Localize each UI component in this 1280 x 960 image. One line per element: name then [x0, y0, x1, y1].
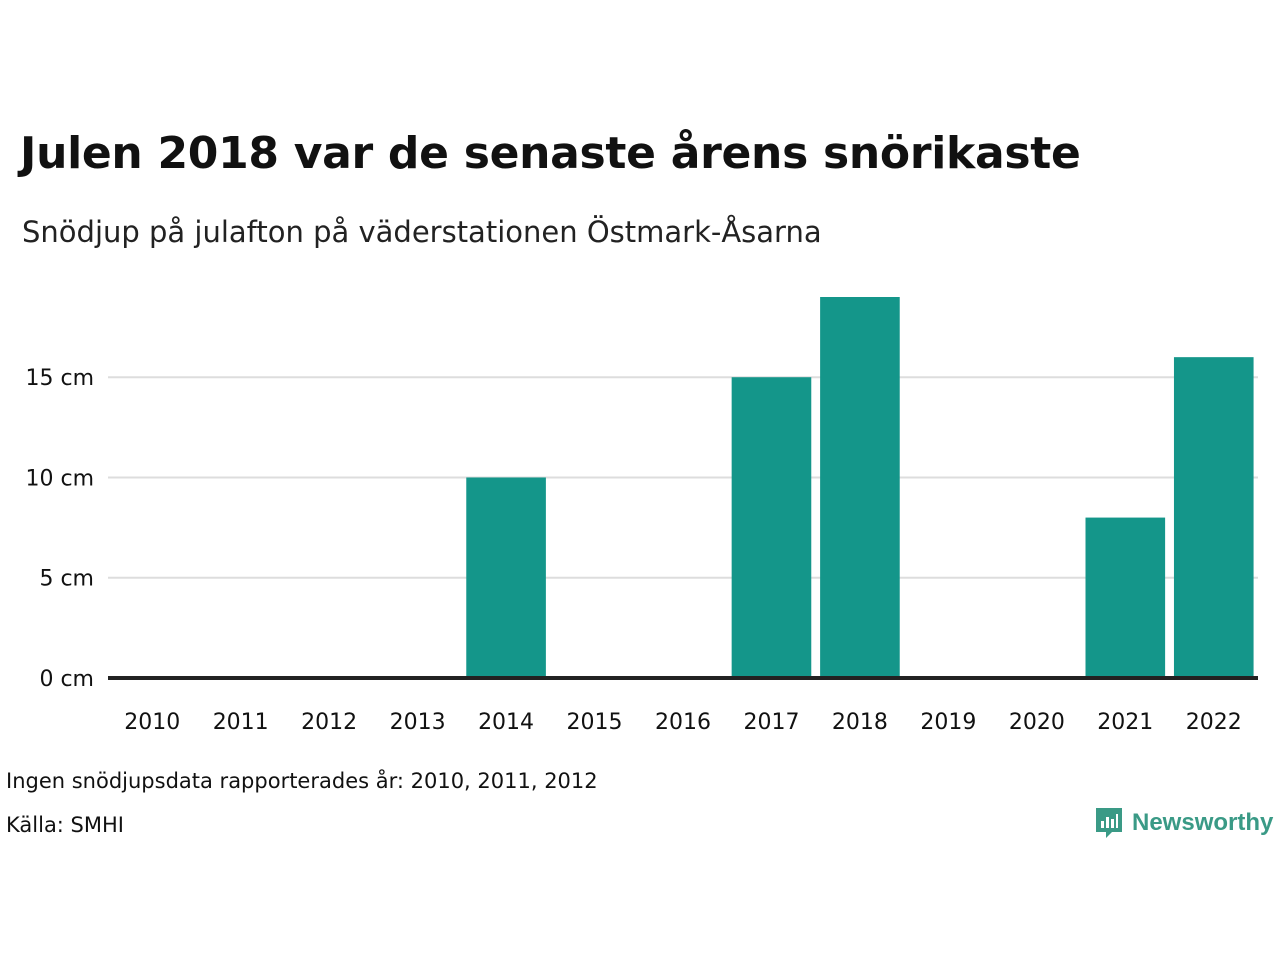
missing-data-note: Ingen snödjupsdata rapporterades år: 201…: [6, 769, 598, 793]
brand-logo[interactable]: Newsworthy: [1094, 806, 1273, 840]
chart-title: Julen 2018 var de senaste årens snörikas…: [20, 128, 1081, 179]
x-tick-label: 2020: [1009, 710, 1065, 735]
chart-subtitle: Snödjup på julafton på väderstationen Ös…: [22, 215, 822, 249]
y-tick-label: 15 cm: [25, 366, 94, 391]
x-tick-label: 2013: [390, 710, 446, 735]
bar: [820, 297, 900, 678]
x-tick-label: 2019: [920, 710, 976, 735]
brand-name: Newsworthy: [1132, 809, 1274, 836]
x-tick-label: 2012: [301, 710, 357, 735]
y-tick-label: 0 cm: [39, 667, 94, 692]
x-tick-label: 2017: [743, 710, 799, 735]
x-tick-label: 2015: [567, 710, 623, 735]
bar: [466, 477, 546, 678]
newsworthy-logo-icon: [1096, 808, 1122, 838]
bar: [1173, 357, 1254, 678]
x-tick-label: 2016: [655, 710, 711, 735]
bar: [731, 377, 812, 678]
bar: [1085, 517, 1166, 678]
y-tick-label: 10 cm: [25, 466, 94, 491]
x-tick-label: 2014: [478, 710, 534, 735]
source-label: Källa: SMHI: [6, 813, 124, 837]
bar-chart: 0 cm 5 cm 10 cm 15 cm 2010 2011 2012 2013 2014 20…: [25, 297, 1258, 735]
x-tick-label: 2011: [213, 710, 269, 735]
x-tick-label: 2021: [1097, 710, 1153, 735]
y-tick-label: 5 cm: [39, 567, 94, 592]
x-tick-label: 2010: [124, 710, 180, 735]
x-tick-label: 2022: [1186, 710, 1242, 735]
x-tick-label: 2018: [832, 710, 888, 735]
